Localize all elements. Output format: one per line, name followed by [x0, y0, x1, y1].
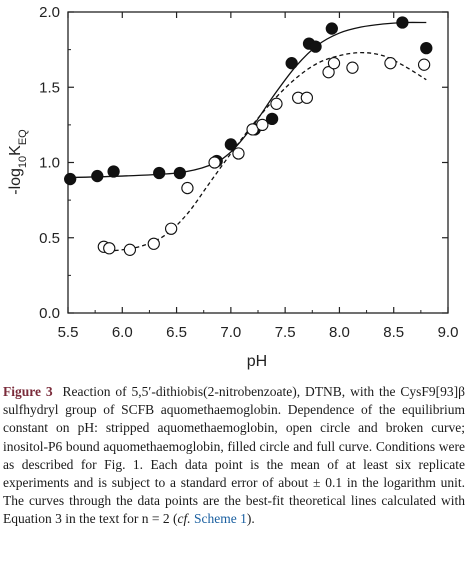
y-tick-label: 1.5	[39, 79, 60, 96]
open-circle-point	[327, 57, 341, 70]
filled-circle-point	[153, 166, 166, 180]
filled-circle-point	[224, 138, 238, 151]
data-points	[64, 16, 433, 256]
x-tick-label: 8.0	[329, 324, 350, 341]
caption-end: ).	[246, 511, 255, 527]
filled-circle-point	[396, 16, 409, 29]
filled-circle-point	[173, 166, 186, 180]
filled-circle-point	[91, 169, 104, 183]
y-axis-label: -log10KEQ	[7, 129, 29, 195]
y-tick-label: 0.0	[39, 305, 60, 322]
x-tick-label: 6.0	[112, 324, 133, 341]
x-axis-label: pH	[247, 353, 267, 370]
open-circle-point	[270, 97, 283, 110]
caption-label: Figure 3	[3, 384, 53, 399]
x-tick-label: 9.0	[438, 324, 459, 341]
filled-circle-point	[64, 172, 77, 186]
open-circle-point	[322, 66, 335, 79]
filled-circle-point	[285, 57, 298, 70]
caption-text: Reaction of 5,5′-dithiobis(2-nitrobenzoa…	[3, 384, 466, 527]
open-circle-point	[346, 61, 359, 74]
filled-circle-point	[107, 165, 120, 178]
ph-equilibrium-chart: 5.5 6.0 6.5 7.0 7.5 8.0 8.5 9.00.00.51.01.52.0 …	[7, 4, 458, 370]
open-circle-point	[164, 222, 178, 235]
filled-circle-point	[265, 112, 279, 126]
x-tick-label: 5.5	[58, 324, 79, 341]
y-tick-label: 2.0	[39, 4, 60, 21]
scheme-link[interactable]: Scheme 1	[193, 511, 247, 527]
open-circle-point	[103, 242, 116, 255]
open-circle-point	[300, 91, 314, 104]
figure-caption: Figure 3 Reaction of 5,5′-dithiobis(2-ni…	[3, 383, 465, 529]
filled-circle-point	[309, 40, 322, 53]
x-tick-label: 7.0	[220, 324, 241, 341]
open-circle-point	[384, 57, 397, 70]
x-tick-label: 6.5	[166, 324, 187, 341]
open-circle-point	[123, 243, 137, 256]
caption-cf: cf.	[177, 511, 191, 527]
filled-circle-point	[420, 41, 433, 55]
open-circle-point	[256, 118, 269, 132]
y-tick-label: 1.0	[39, 155, 60, 172]
axes: 5.5 6.0 6.5 7.0 7.5 8.0 8.5 9.0 0.0 0.5 1.0 1.5 2.0	[39, 4, 458, 341]
open-circle-point	[181, 181, 194, 195]
filled-circle-point	[325, 22, 338, 35]
open-circle-point	[208, 156, 221, 169]
x-tick-label: 8.5	[383, 324, 404, 341]
y-tick-label: 0.5	[39, 230, 60, 247]
open-circle-point	[232, 147, 245, 160]
dashed-fit-curve	[100, 51, 427, 252]
open-circle-point	[147, 237, 160, 250]
fit-curves	[67, 21, 427, 252]
solid-fit-curve	[67, 21, 427, 179]
x-tick-label: 7.5	[275, 324, 296, 341]
open-circle-point	[417, 58, 431, 71]
